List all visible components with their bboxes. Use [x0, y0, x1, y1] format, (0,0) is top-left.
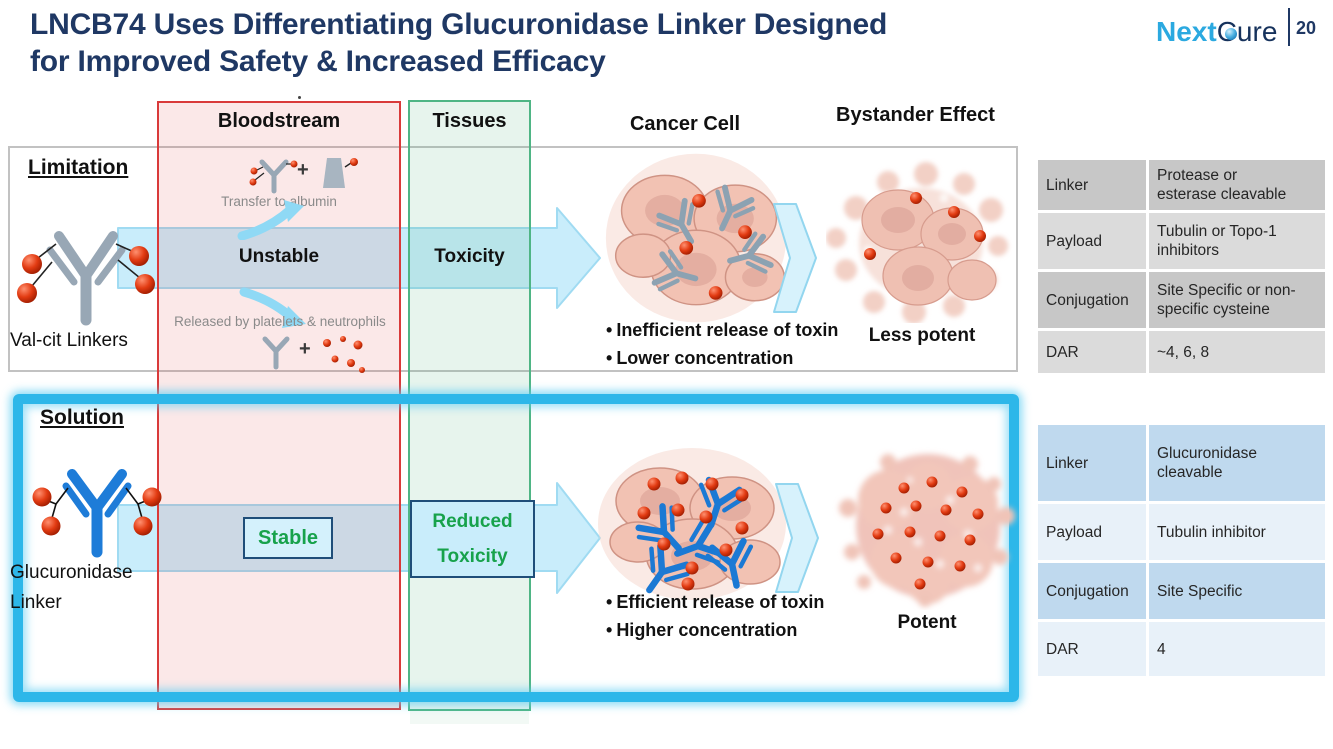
logo-next-text: Next — [1156, 16, 1217, 47]
less-potent-label: Less potent — [868, 325, 976, 346]
toxicity-label: Toxicity — [434, 246, 505, 267]
plus-sign: + — [299, 338, 311, 360]
logo-cure-text: Cure — [1216, 16, 1278, 47]
stray-period-dot — [298, 96, 301, 99]
antibody-blue-icon — [32, 469, 162, 558]
limitation-table: Linker Protease or esterase cleavable Pa… — [1038, 160, 1325, 373]
chevron-arrow-icon — [775, 483, 819, 593]
slide-title-line1: LNCB74 Uses Differentiating Glucuronidas… — [30, 8, 888, 41]
plus-sign: + — [297, 159, 309, 181]
potent-label: Potent — [897, 612, 957, 633]
toxin-dots-icon — [864, 192, 986, 260]
payload-dots — [32, 487, 162, 536]
nextcure-logo: Next Cure — [1156, 16, 1277, 48]
bullet-item: Lower concentration — [606, 344, 896, 372]
diffuse-mass — [839, 454, 1015, 607]
table-cell-value: Protease or esterase cleavable — [1149, 160, 1325, 210]
column-header-bystander-effect: Bystander Effect — [836, 104, 995, 126]
albumin-icon — [323, 158, 358, 188]
glucuronidase-linker-label: Glucuronidase Linker — [10, 562, 133, 613]
table-cell-label: Linker — [1038, 160, 1146, 210]
table-cell-label: Linker — [1038, 425, 1146, 501]
table-cell-label: Payload — [1038, 213, 1146, 269]
table-cell-label: DAR — [1038, 331, 1146, 373]
toxin-dots-icon — [679, 193, 752, 300]
solution-highlight-frame — [13, 394, 1019, 702]
table-cell-value: ~4, 6, 8 — [1149, 331, 1325, 373]
table-cell-value: Tubulin or Topo-1 inhibitors — [1149, 213, 1325, 269]
limitation-frame — [8, 146, 1018, 372]
logo-divider — [1288, 8, 1290, 46]
slide-title: LNCB74 Uses Differentiating Glucuronidas… — [30, 6, 1140, 80]
toxin-dots-icon — [323, 336, 365, 373]
solution-heading: Solution — [40, 406, 124, 429]
toxin-dots-icon — [637, 471, 749, 591]
bullet-item: Efficient release of toxin — [606, 588, 896, 616]
table-cell-value: Tubulin inhibitor — [1149, 504, 1325, 560]
valcit-linker-label: Val-cit Linkers — [10, 330, 128, 351]
antibody-gray-icon — [17, 231, 155, 326]
mini-antibody-gray-icon — [249, 159, 298, 194]
limitation-heading: Limitation — [28, 156, 129, 179]
table-cell-value: Glucuronidase cleavable — [1149, 425, 1325, 501]
toxin-dots-icon — [872, 476, 984, 590]
transfer-to-albumin-label: Transfer to albumin — [221, 194, 337, 209]
table-cell-value: Site Specific — [1149, 563, 1325, 619]
unstable-label: Unstable — [238, 246, 320, 267]
bullet-item: Higher concentration — [606, 616, 896, 644]
cancer-cell-image-solution — [598, 448, 786, 604]
column-header-tissues: Tissues — [432, 110, 507, 132]
column-header-bloodstream: Bloodstream — [217, 110, 341, 132]
logo-sphere-icon — [1224, 28, 1237, 40]
table-cell-label: DAR — [1038, 622, 1146, 676]
table-cell-label: Conjugation — [1038, 272, 1146, 328]
slide-title-line2: for Improved Safety & Increased Efficacy — [30, 45, 606, 78]
released-antibody-icon — [262, 336, 290, 370]
reduced-toxicity-box: Reduced Toxicity — [410, 500, 535, 578]
payload-dots — [17, 246, 155, 303]
limitation-bullets: Inefficient release of toxin Lower conce… — [606, 316, 896, 372]
flow-arrow-limitation — [117, 207, 601, 309]
chevron-arrow-icon — [773, 203, 817, 313]
bullet-item: Inefficient release of toxin — [606, 316, 896, 344]
curved-arrow-up-icon — [237, 200, 304, 240]
table-cell-label: Conjugation — [1038, 563, 1146, 619]
solution-bullets: Efficient release of toxin Higher concen… — [606, 588, 896, 644]
released-by-platelets-label: Released by platelets & neutrophils — [174, 314, 386, 329]
tissues-band — [408, 100, 531, 711]
table-cell-value: Site Specific or non- specific cysteine — [1149, 272, 1325, 328]
bystander-image-limitation — [826, 162, 1008, 323]
bloodstream-band — [157, 101, 401, 710]
solution-table: Linker Glucuronidase cleavable Payload T… — [1038, 425, 1325, 676]
curved-arrow-down-icon — [239, 287, 306, 328]
table-cell-label: Payload — [1038, 504, 1146, 560]
page-number: 20 — [1296, 18, 1317, 38]
tumor-cells — [861, 189, 997, 306]
tissues-band-tail — [410, 711, 529, 724]
cancer-cell-image-limitation — [605, 153, 787, 323]
table-cell-value: 4 — [1149, 622, 1325, 676]
bystander-image-solution — [839, 454, 1015, 607]
column-header-cancer-cell: Cancer Cell — [629, 113, 741, 135]
stable-box: Stable — [243, 517, 333, 559]
